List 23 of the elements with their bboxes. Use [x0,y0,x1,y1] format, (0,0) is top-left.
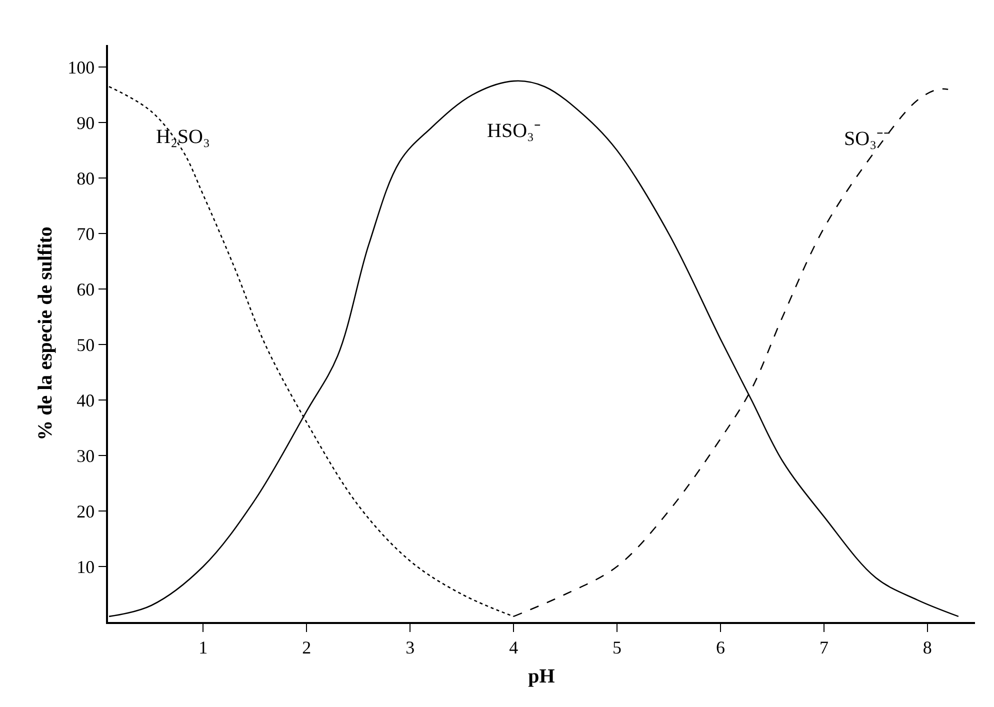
x-axis-title: pH [528,665,556,688]
x-tick-label: 1 [198,637,208,658]
y-tick-label: 90 [76,112,95,133]
y-tick-label: 80 [76,168,95,188]
x-tick-label: 2 [302,637,312,658]
x-tick-label: 8 [922,637,932,658]
series-label: SO₃⁻⁻ [844,128,891,150]
x-tick-label: 3 [406,637,415,658]
series-label: HSO₃⁻ [487,120,541,142]
y-tick-label: 60 [76,279,95,300]
y-tick-label: 40 [76,390,95,410]
y-tick-label: 100 [68,57,95,78]
x-tick-label: 5 [612,637,622,658]
y-tick-label: 30 [76,446,95,466]
y-tick-label: 10 [76,556,95,577]
y-tick-label: 50 [76,334,95,355]
y-tick-label: 70 [76,224,95,244]
x-tick-label: 4 [509,637,518,658]
y-tick-label: 20 [76,501,95,522]
series-label: H₂SO₃ [156,126,210,148]
x-tick-label: 7 [819,637,828,658]
y-axis-title: % de la especie de sulfito [34,226,57,440]
x-tick-label: 6 [716,637,725,658]
